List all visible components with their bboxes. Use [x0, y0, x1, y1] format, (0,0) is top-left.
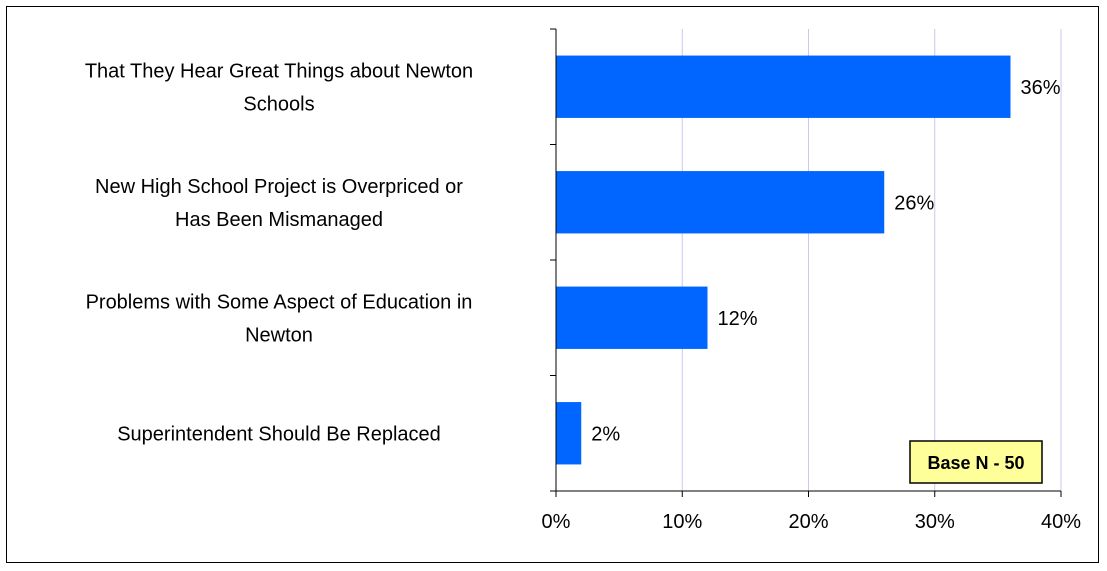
base-n-box — [909, 440, 1043, 484]
category-label-line: Has Been Mismanaged — [175, 209, 383, 231]
x-tick-label: 20% — [788, 511, 828, 533]
bar-value-label: 12% — [718, 308, 758, 330]
chart-frame: 0% 10% 20% 30% 40% 36% That They Hear Great Th… — [6, 6, 1099, 563]
labels: 0% 10% 20% 30% 40% 36% That They Hear Great Th… — [85, 60, 1081, 533]
category-label: Superintendent Should Be Replaced — [117, 423, 441, 445]
category-label-line: New High School Project is Overpriced or — [95, 176, 463, 198]
category-label: Problems with Some Aspect of Education i… — [86, 291, 473, 346]
category-label: That They Hear Great Things about Newton… — [85, 60, 473, 115]
bar-value-label: 2% — [591, 423, 620, 445]
x-tick-label: 30% — [915, 511, 955, 533]
x-tick-label: 0% — [542, 511, 571, 533]
category-label-line: Schools — [243, 93, 314, 115]
x-tick-label: 40% — [1041, 511, 1081, 533]
bar-value-label: 26% — [894, 192, 934, 214]
category-label-line: Newton — [245, 324, 313, 346]
bar — [556, 402, 582, 465]
bars — [556, 55, 1011, 465]
axes — [550, 28, 1062, 497]
base-n-annotation: Base N - 50 — [909, 440, 1043, 484]
bar — [556, 171, 885, 234]
category-label: New High School Project is Overpriced or… — [95, 176, 463, 231]
base-n-text: Base N - 50 — [927, 453, 1024, 473]
category-label-line: Superintendent Should Be Replaced — [117, 423, 441, 445]
category-label-line: That They Hear Great Things about Newton — [85, 60, 473, 82]
bar — [556, 286, 708, 349]
bar — [556, 55, 1011, 118]
category-label-line: Problems with Some Aspect of Education i… — [86, 291, 473, 313]
bar-value-label: 36% — [1021, 77, 1061, 99]
bar-chart: 0% 10% 20% 30% 40% 36% That They Hear Great Th… — [85, 28, 1081, 533]
x-tick-label: 10% — [662, 511, 702, 533]
